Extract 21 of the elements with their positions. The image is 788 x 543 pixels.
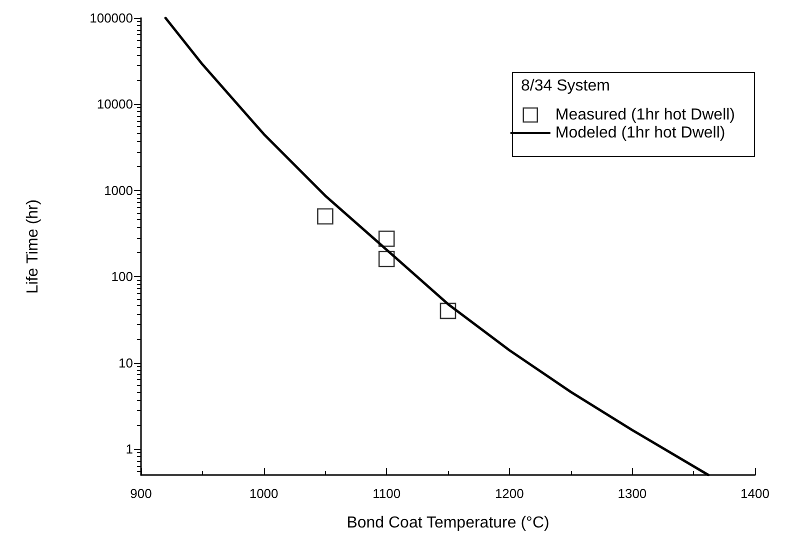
point: [440, 302, 456, 320]
y-tick-label: 10000: [96, 96, 133, 112]
y-axis-title: Life Time (hr): [24, 199, 42, 294]
y-tick-label: 1000: [104, 182, 133, 198]
point: [317, 208, 334, 225]
x-axis-title: Bond Coat Temperature (°C): [346, 514, 550, 532]
x-tick-label: 1000: [249, 486, 278, 501]
point: [378, 230, 395, 247]
y-tick-label: 100: [111, 269, 133, 284]
x-tick-label: 900: [130, 486, 152, 501]
x-tick-label: 1100: [372, 486, 401, 501]
x-tick-label: 1200: [494, 486, 524, 501]
y-tick-label: 10: [118, 355, 133, 370]
x-tick-label: 1300: [618, 486, 647, 501]
legend-title: 8/34 System: [521, 78, 610, 94]
legend-label: Modeled (1hr hot Dwell): [555, 124, 726, 142]
x-tick-label: 1400: [740, 486, 770, 501]
y-tick-label: 1: [126, 442, 133, 457]
legend-label: Measured (1hr hot Dwell): [555, 106, 735, 124]
y-tick-label: 100000: [90, 10, 133, 26]
point: [378, 250, 395, 268]
